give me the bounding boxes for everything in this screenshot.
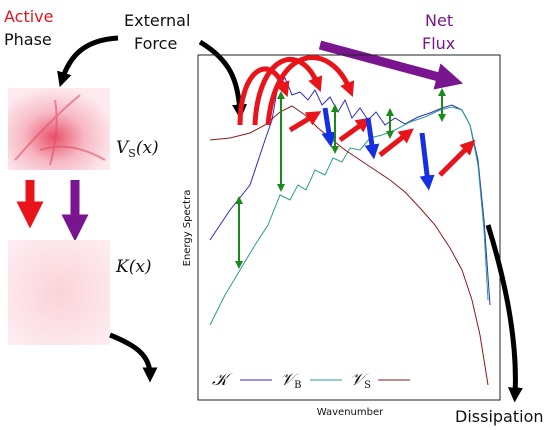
arrow [110, 335, 150, 375]
arrow [325, 108, 330, 140]
arrow [440, 145, 470, 175]
arrow [380, 133, 408, 155]
field-label: VS(x) [116, 138, 159, 160]
curve [210, 107, 488, 325]
figure: Active Phase VS(x) K(x) External Force N… [0, 0, 553, 430]
arrow [240, 69, 285, 125]
field-image [8, 240, 110, 345]
arrow [290, 115, 315, 130]
curve [210, 106, 488, 385]
label-active: Active [4, 7, 54, 26]
field-label: K(x) [115, 257, 152, 277]
legend-label: 𝒱S [350, 370, 371, 391]
label-force: Force [134, 34, 177, 53]
legend-label: 𝒱B [280, 370, 302, 391]
legend-label: 𝒦 [212, 370, 233, 390]
label-flux: Flux [422, 34, 455, 53]
arrow [422, 133, 428, 183]
label-net: Net [425, 11, 453, 30]
arrow [368, 118, 373, 152]
x-axis-label: Wavenumber [317, 407, 384, 418]
arrow [62, 38, 118, 80]
curve [210, 78, 490, 305]
label-phase: Phase [4, 30, 52, 49]
arrow [340, 122, 365, 140]
label-external: External [124, 11, 190, 30]
arrow [200, 42, 240, 112]
label-dissipation: Dissipation [455, 407, 544, 426]
arrow [488, 225, 515, 395]
field-image [8, 88, 110, 170]
y-axis-label: Energy Spectra [182, 190, 193, 267]
